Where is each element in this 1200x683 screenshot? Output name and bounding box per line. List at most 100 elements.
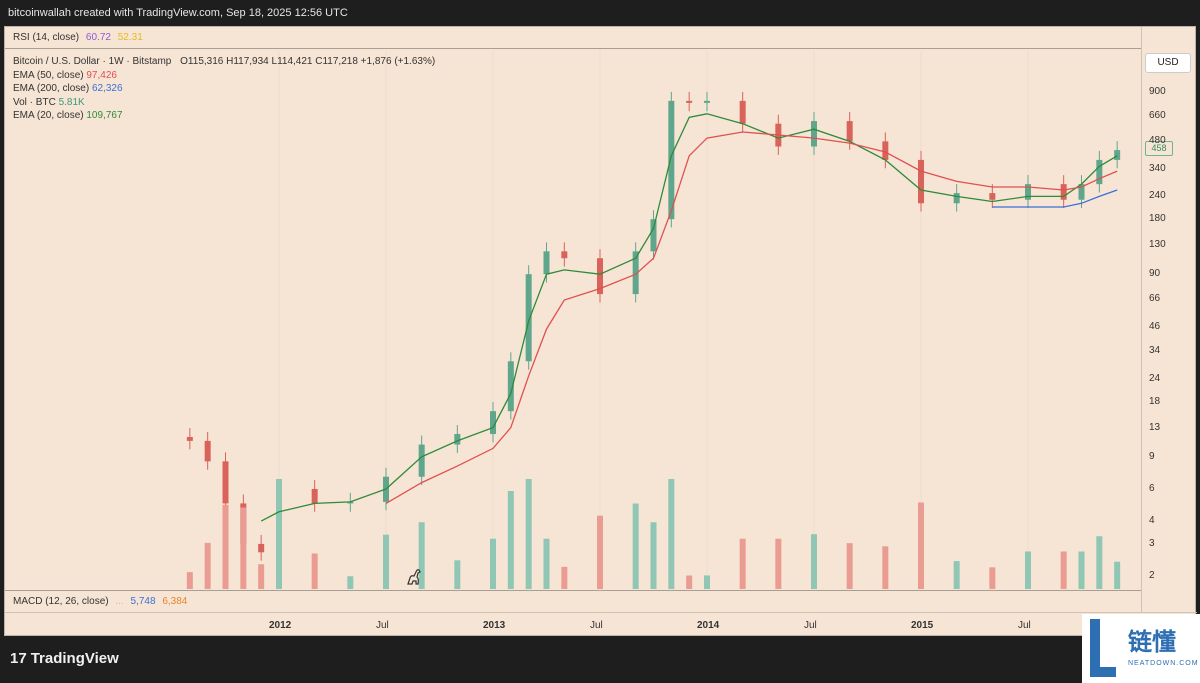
volume-bar — [186, 572, 193, 589]
volume-bar — [597, 515, 603, 589]
rsi-value-2: 52.31 — [117, 32, 143, 43]
macd-value-3: 6,384 — [162, 596, 188, 607]
volume-bar — [240, 507, 247, 589]
volume-bar — [347, 576, 354, 589]
candle-body — [811, 121, 817, 147]
macd-value-2: 5,748 — [130, 596, 156, 607]
volume-bar — [989, 567, 996, 589]
candle-body — [525, 274, 532, 362]
volume-bar — [204, 542, 211, 589]
volume-bar — [953, 561, 960, 589]
volume-bar — [632, 503, 639, 589]
candle-body — [1096, 159, 1103, 185]
volume-bar — [882, 546, 889, 589]
candle-body — [1060, 184, 1067, 200]
ema-line-3 — [992, 189, 1118, 208]
candle-body — [1078, 184, 1085, 200]
price-tick-label: 4 — [1149, 515, 1155, 527]
volume-bar — [650, 522, 657, 589]
candle-body — [989, 193, 996, 200]
candle-body — [953, 193, 960, 204]
vol-value: 5.81K — [58, 96, 85, 108]
price-tick-label: 90 — [1149, 268, 1161, 280]
tradingview-logo[interactable]: 17 TradingView — [10, 650, 119, 667]
attribution: bitcoinwallah created with TradingView.c… — [8, 7, 348, 19]
candle-body — [186, 437, 193, 441]
volume-bar — [258, 564, 265, 589]
volume-bar — [454, 560, 461, 589]
watermark-en-text: NEATDOWN.COM — [1128, 660, 1199, 667]
time-tick-label: 2014 — [697, 620, 720, 631]
volume-bar — [418, 522, 425, 589]
price-tick-label: 3 — [1149, 537, 1155, 549]
candle-body — [543, 251, 550, 275]
candle-body — [1114, 150, 1121, 160]
price-tick-label: 66 — [1149, 292, 1161, 304]
price-tick-label: 340 — [1149, 162, 1166, 174]
price-tick-label: 9 — [1149, 450, 1155, 462]
volume-bar — [1114, 561, 1121, 589]
ema20-value: 109,767 — [86, 110, 123, 121]
tradingview-wordmark: TradingView — [30, 650, 119, 667]
price-tick-label: 2 — [1149, 570, 1155, 582]
price-tick-label: 34 — [1149, 345, 1161, 357]
price-chart[interactable] — [5, 27, 1141, 612]
volume-bar — [1096, 536, 1103, 589]
currency-button[interactable]: USD — [1145, 53, 1191, 73]
watermark-l-icon — [1090, 619, 1116, 677]
candle-body — [882, 141, 889, 160]
candle-body — [418, 444, 425, 477]
volume-bar — [311, 553, 318, 589]
candle-body — [739, 100, 746, 124]
ema50-label: EMA (50, close) — [13, 69, 84, 81]
price-tick-label: 13 — [1149, 421, 1161, 433]
price-axis-line — [1141, 27, 1142, 612]
candle-body — [597, 258, 603, 295]
volume-bar — [846, 543, 853, 589]
volume-bar — [525, 479, 532, 589]
volume-bar — [543, 538, 550, 589]
vol-label: Vol · BTC — [13, 96, 56, 108]
candle-body — [561, 251, 568, 259]
time-axis-line — [5, 612, 1197, 613]
volume-bar — [918, 502, 924, 589]
rsi-header: RSI (14, close) 60.72 52.31 — [5, 27, 1141, 49]
chart-panel[interactable]: RSI (14, close) 60.72 52.31 Bitcoin / U.… — [4, 26, 1197, 636]
watermark-cn-text: 链懂 — [1128, 629, 1176, 656]
macd-label: MACD (12, 26, close) — [13, 596, 109, 607]
legend: Bitcoin / U.S. Dollar · 1W · Bitstamp O1… — [13, 55, 435, 123]
volume-bar — [686, 575, 693, 589]
price-tick-label: 180 — [1149, 213, 1166, 225]
volume-bar — [561, 566, 568, 589]
ema200-label: EMA (200, close) — [13, 83, 90, 94]
candle-body — [222, 461, 229, 504]
price-tick-label: 900 — [1149, 85, 1166, 97]
candle-body — [1025, 184, 1031, 200]
volume-bar — [276, 479, 282, 589]
candle-body — [846, 121, 853, 142]
price-tick-label: 660 — [1149, 110, 1166, 122]
candle-body — [632, 251, 639, 295]
candle-body — [704, 100, 710, 103]
symbol-title: Bitcoin / U.S. Dollar · 1W · Bitstamp — [13, 56, 172, 67]
candle-body — [454, 433, 461, 445]
volume-bar — [704, 575, 710, 589]
dino-icon — [407, 569, 421, 585]
macd-header: MACD (12, 26, close) ... 5,748 6,384 — [5, 590, 1141, 612]
price-tick-label: 240 — [1149, 190, 1166, 202]
last-price-tag: 458 — [1145, 141, 1173, 156]
candle-body — [668, 100, 675, 220]
time-tick-label: Jul — [590, 620, 603, 631]
time-tick-label: Jul — [376, 620, 389, 631]
ema50-value: 97,426 — [86, 69, 117, 81]
candle-body — [686, 100, 693, 103]
tradingview-mark: 17 — [10, 650, 27, 667]
volume-bar — [811, 534, 817, 589]
time-tick-label: 2015 — [911, 620, 934, 631]
volume-bar — [668, 479, 675, 589]
ema200-value: 62,326 — [91, 83, 123, 94]
ema-line-2 — [385, 131, 1118, 504]
candle-body — [490, 411, 496, 434]
volume-bar — [1078, 551, 1085, 589]
price-tick-label: 24 — [1149, 373, 1161, 384]
